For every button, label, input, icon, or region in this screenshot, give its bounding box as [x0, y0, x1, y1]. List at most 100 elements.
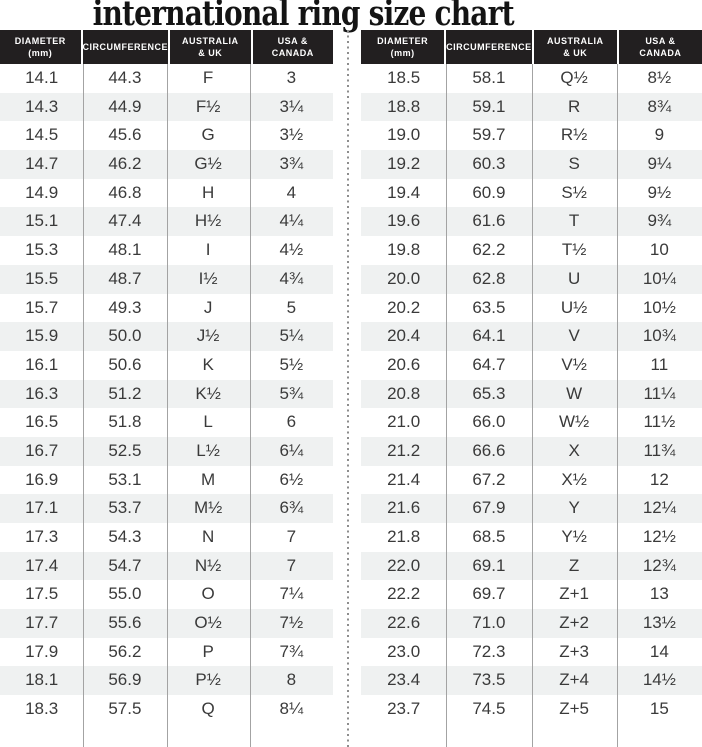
table-cell: 54.3	[108, 527, 142, 546]
table-cell: 48.7	[108, 268, 142, 288]
table-cell: 15.7	[25, 297, 59, 317]
table-cell: 56.9	[108, 670, 142, 690]
table-cell: 7¼	[279, 584, 304, 604]
table-cell: 58.1	[472, 68, 506, 87]
table-cell: 59.7	[472, 125, 506, 145]
table-cell: 7¾	[279, 641, 304, 661]
table-cell: O	[201, 584, 215, 604]
table-cell: 14.1	[25, 68, 59, 87]
table-cell: 15.5	[25, 268, 59, 288]
column-header: DIAMETER (mm)	[361, 30, 445, 64]
table-cell: R½	[560, 125, 588, 145]
table-cell: 19.8	[387, 240, 421, 260]
table-cell: 16.3	[25, 383, 59, 403]
table-cell: 9	[654, 125, 665, 145]
table-cell: J	[203, 297, 213, 317]
table-cell: 20.6	[387, 354, 421, 374]
table-cell: O½	[194, 613, 222, 633]
table-cell: V½	[561, 354, 587, 374]
table-cell: 48.1	[108, 240, 142, 260]
table-cell: F	[202, 68, 214, 87]
table-cell: 4¼	[279, 211, 304, 231]
table-cell: R	[567, 96, 581, 116]
column-header-line: DIAMETER	[14, 35, 66, 46]
table-cell: 11½	[643, 412, 676, 432]
table-cell: 17.3	[25, 527, 59, 546]
table-cell: 14.9	[25, 182, 59, 202]
table-cell: L	[203, 412, 213, 432]
table-cell: 5¼	[279, 326, 304, 346]
table-cell: 23.7	[387, 699, 421, 719]
table-cell: 55.0	[108, 584, 142, 604]
table-cell: 64.1	[472, 326, 506, 346]
table-cell: 16.5	[25, 412, 59, 432]
table-cell: Z	[568, 555, 580, 575]
table-cell: 66.6	[472, 440, 506, 460]
table-cell: 8¾	[647, 96, 672, 116]
table-row: 23.7 74.5 Z+5 15	[361, 695, 702, 724]
table-cell: 11¼	[643, 383, 676, 403]
table-cell: 15.3	[25, 240, 59, 260]
table-cell: 3	[286, 68, 297, 87]
table-cell: 54.7	[108, 555, 142, 575]
table-cell: 59.1	[472, 96, 506, 116]
table-cell: 5½	[279, 354, 304, 374]
table-cell: 18.8	[387, 96, 421, 116]
table-cell: 17.5	[25, 584, 59, 604]
table-cell: 3½	[279, 125, 304, 145]
table-cell: I	[205, 240, 211, 260]
table-cell: 12¾	[642, 555, 676, 575]
dotted-divider	[347, 30, 349, 747]
column-header-line: CANADA	[639, 48, 682, 58]
table-cell: 51.8	[108, 412, 142, 432]
table-cell: 20.8	[387, 383, 421, 403]
table-cell: 55.6	[108, 613, 142, 633]
table-cell: 19.0	[387, 125, 421, 145]
table-row: 18.3 57.5 Q 8¼	[0, 695, 333, 724]
table-cell: 19.4	[387, 182, 421, 202]
table-cell: 60.3	[472, 154, 506, 174]
table-cell: H	[201, 182, 215, 202]
column-header: DIAMETER (mm)	[0, 30, 81, 64]
table-cell: P½	[195, 670, 221, 690]
table-cell: T	[568, 211, 580, 231]
table-cell: Q½	[560, 68, 588, 87]
table-cell: 8½	[647, 68, 672, 87]
table-cell: 13	[649, 584, 669, 604]
table-cell: F½	[195, 96, 221, 116]
table-cell: 50.0	[108, 326, 142, 346]
table-cell: 45.6	[108, 125, 142, 145]
table-cell: 12¼	[642, 498, 676, 518]
table-cell: X	[568, 440, 580, 460]
table-cell: 53.7	[108, 498, 142, 518]
table-cell: M	[201, 469, 216, 489]
table-cell: 51.2	[108, 383, 142, 403]
table-cell: 9¾	[647, 211, 672, 231]
table-row: 21.0 66.0 W½ 11½	[361, 408, 702, 437]
table-cell: 15	[649, 699, 669, 719]
column-header-line: DIAMETER	[377, 35, 429, 46]
table-cell: K	[202, 354, 214, 374]
table-cell: 69.7	[472, 584, 506, 604]
table-cell: 21.4	[387, 469, 421, 489]
table-cell: H½	[194, 211, 222, 231]
table-cell: 65.3	[472, 383, 506, 403]
table-cell: P	[202, 641, 214, 661]
column-header-line: CIRCUMFERENCE	[82, 41, 169, 52]
table-cell: T½	[561, 240, 587, 260]
ring-size-table-right: DIAMETER (mm) CIRCUMFERENCE AUSTRALIA & UK US…	[361, 30, 702, 747]
table-cell: 60.9	[472, 182, 506, 202]
table-cell: 9¼	[647, 154, 672, 174]
table-cell: 17.1	[25, 498, 59, 518]
table-row: 14.1 44.3 F 3	[0, 64, 333, 93]
table-cell: 14.5	[25, 125, 59, 145]
table-cell: 17.7	[25, 613, 59, 633]
table-cell: Y½	[561, 527, 587, 546]
table-cell: 21.8	[387, 527, 421, 546]
table-cell: 17.9	[25, 641, 59, 661]
table-cell: 10¾	[642, 326, 676, 346]
table-cell: U½	[560, 297, 588, 317]
table-cell: 44.9	[108, 96, 142, 116]
table-cell: Z+5	[559, 699, 590, 719]
table-cell: 7	[286, 527, 297, 546]
